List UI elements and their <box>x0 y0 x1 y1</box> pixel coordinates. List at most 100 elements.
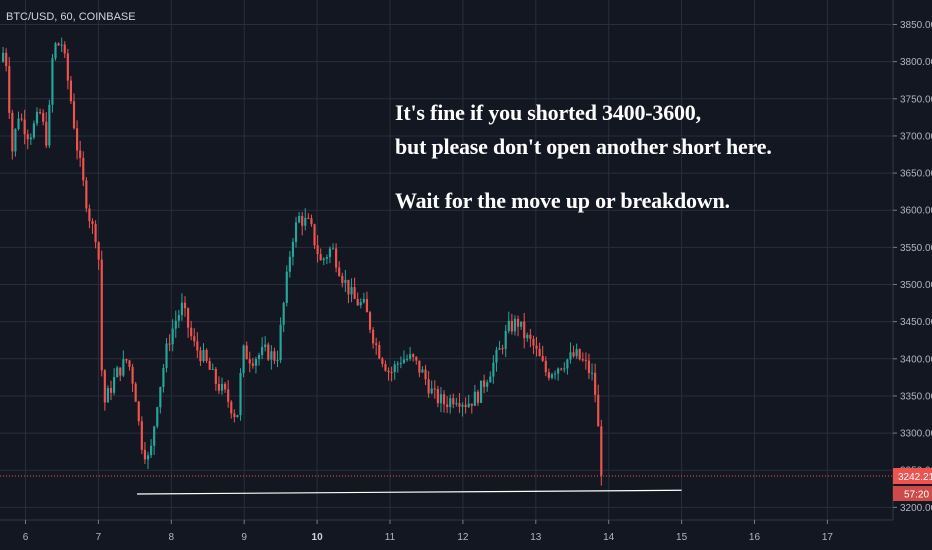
last-price-badge <box>893 468 932 485</box>
candle-body <box>590 372 594 374</box>
candle-body <box>8 66 11 113</box>
candle-body <box>134 383 137 402</box>
candle-body <box>45 121 48 146</box>
candle-body <box>270 351 273 360</box>
candle-body <box>510 320 513 332</box>
candle-body <box>285 271 288 303</box>
candle-body <box>159 386 162 408</box>
candle-body <box>390 372 393 374</box>
candle-body <box>325 257 328 259</box>
candle-body <box>23 119 26 135</box>
candle-body <box>174 320 177 329</box>
candle-body <box>381 358 384 364</box>
time-tick-label: 9 <box>241 532 247 543</box>
candle-body <box>32 123 35 138</box>
candle-body <box>436 389 439 404</box>
candle-body <box>251 363 254 366</box>
candle-body <box>532 338 535 346</box>
candle-body <box>264 344 267 348</box>
price-tick-label: 3750.00 <box>900 94 932 105</box>
candle-body <box>544 360 547 373</box>
candle-body <box>501 348 504 350</box>
time-tick-label: 6 <box>23 532 29 543</box>
candle-body <box>353 287 356 299</box>
candle-body <box>51 58 54 105</box>
candle-body <box>165 343 168 368</box>
symbol-label[interactable]: BTC/USD, 60, COINBASE <box>6 11 136 23</box>
candle-body <box>301 216 304 226</box>
candle-body <box>516 318 520 327</box>
candle-body <box>177 315 180 321</box>
candle-body <box>557 368 560 374</box>
candle-body <box>587 360 591 373</box>
candle-body <box>26 134 29 140</box>
price-tick-label: 3800.00 <box>900 57 932 68</box>
candle-body <box>362 299 365 303</box>
candle-body <box>113 377 116 393</box>
candle-body <box>427 379 430 394</box>
candle-body <box>495 349 498 363</box>
candle-body <box>541 356 544 361</box>
candle-body <box>350 287 353 295</box>
candle-body <box>550 374 554 378</box>
candle-body <box>458 403 461 407</box>
candle-body <box>464 404 467 407</box>
candle-body <box>279 324 282 361</box>
countdown-label: 57:20 <box>904 490 929 501</box>
price-tick-label: 3200.00 <box>900 503 932 514</box>
candle-body <box>60 44 63 46</box>
candle-body <box>168 343 171 345</box>
annotation-line-1: It's fine if you shorted 3400-3600, <box>395 100 701 125</box>
candle-body <box>20 118 23 120</box>
time-tick-label: 10 <box>312 532 324 543</box>
candle-body <box>526 334 529 339</box>
candle-body <box>79 150 82 158</box>
candle-body <box>486 382 489 387</box>
candle-body <box>230 401 233 414</box>
candle-body <box>11 112 14 152</box>
candle-body <box>239 372 242 416</box>
candle-body <box>572 352 575 357</box>
candle-body <box>375 343 378 345</box>
candle-body <box>119 367 122 376</box>
price-tick-label: 3350.00 <box>900 391 932 402</box>
candle-body <box>183 302 187 309</box>
candle-body <box>368 312 372 330</box>
candle-body <box>162 367 165 387</box>
candle-body <box>316 245 319 255</box>
candle-body <box>365 299 369 313</box>
candle-body <box>356 298 359 306</box>
grid <box>0 0 893 520</box>
price-tick-label: 3700.00 <box>900 131 932 142</box>
candle-body <box>498 348 501 350</box>
candle-body <box>418 360 421 373</box>
candle-body <box>446 404 449 408</box>
candle-body <box>85 180 88 209</box>
candle-body <box>338 267 341 276</box>
candle-body <box>69 80 73 102</box>
candle-body <box>288 256 291 272</box>
candle-body <box>433 388 436 390</box>
candle-body <box>563 368 566 370</box>
candle-body <box>94 224 97 243</box>
candle-body <box>193 336 196 342</box>
candle-body <box>2 52 5 62</box>
candle-body <box>72 101 76 129</box>
candle-body <box>233 413 236 418</box>
candle-body <box>137 401 140 422</box>
annotation-line-3: Wait for the move up or breakdown. <box>395 188 730 213</box>
candle-body <box>600 426 603 476</box>
last-price-label: 3242.21 <box>898 472 932 483</box>
candle-body <box>307 217 310 219</box>
candle-body <box>156 407 159 427</box>
candle-body <box>76 128 79 151</box>
price-tick-label: 3600.00 <box>900 206 932 217</box>
candle-body <box>88 208 91 222</box>
candle-body <box>310 218 313 225</box>
candle-body <box>109 388 113 393</box>
time-tick-label: 15 <box>676 532 688 543</box>
candle-body <box>581 359 584 361</box>
